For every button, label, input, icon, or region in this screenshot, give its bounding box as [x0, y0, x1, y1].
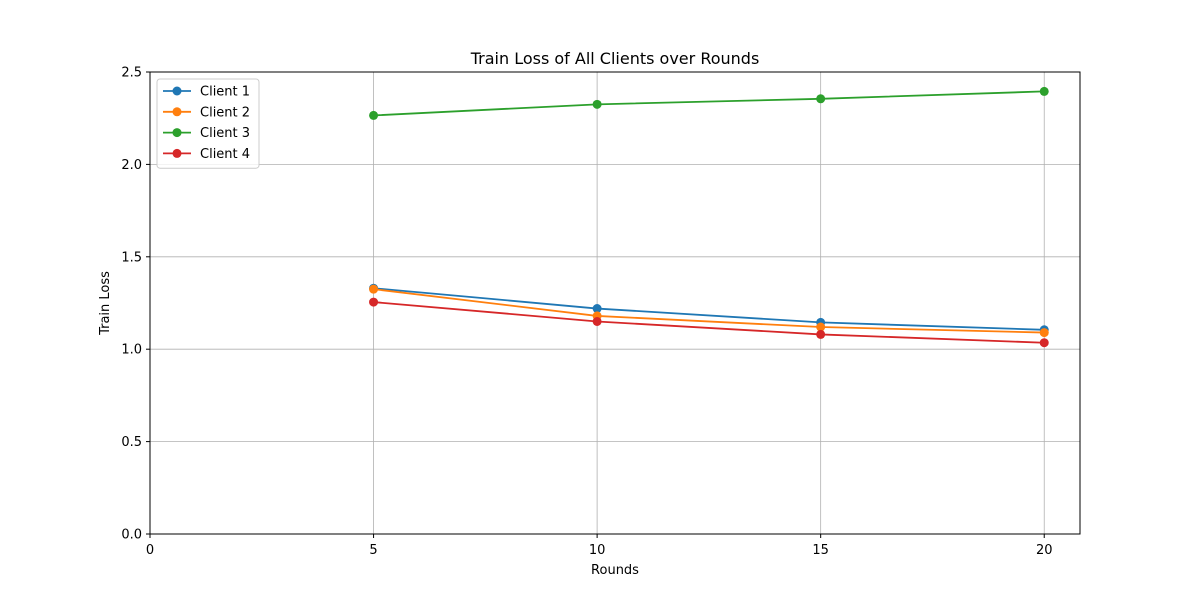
legend-marker — [172, 148, 182, 158]
data-point — [592, 304, 602, 314]
data-point — [1039, 328, 1049, 338]
legend-item: Client 1 — [163, 85, 250, 100]
data-point — [816, 322, 826, 332]
legend-marker — [172, 86, 182, 96]
legend-item: Client 2 — [163, 105, 250, 120]
series-layer — [369, 86, 1049, 348]
x-axis-label: Rounds — [591, 563, 639, 578]
chart-title: Train Loss of All Clients over Rounds — [470, 49, 760, 68]
y-tick-label: 2.5 — [121, 66, 142, 81]
legend-box — [156, 78, 260, 169]
y-tick-label: 0.0 — [121, 528, 142, 543]
data-point — [369, 110, 379, 120]
series-2 — [369, 284, 1049, 338]
data-point — [1039, 338, 1049, 348]
x-tick-label: 10 — [589, 543, 606, 558]
y-tick-label: 1.0 — [121, 343, 142, 358]
x-tick-label: 5 — [369, 543, 377, 558]
series-line — [373, 301, 1045, 344]
data-point — [816, 94, 826, 104]
series-line — [373, 287, 1045, 331]
axis-ticks: 0 5 10 15 20 0.0 0.5 1.0 1.5 2.0 2.5 — [121, 66, 1052, 559]
y-axis-label: Train Loss — [98, 271, 113, 336]
legend: Client 1 Client 2 Client 3 Client 4 — [156, 78, 260, 169]
series-line — [373, 90, 1045, 117]
data-point — [592, 99, 602, 109]
legend-marker — [172, 128, 182, 138]
data-point — [369, 284, 379, 294]
legend-item: Client 4 — [163, 147, 250, 162]
data-point — [592, 316, 602, 326]
series-4 — [369, 297, 1049, 348]
y-tick-label: 1.5 — [121, 250, 142, 265]
grid — [150, 72, 1080, 534]
legend-marker — [172, 107, 182, 117]
y-tick-label: 2.0 — [121, 158, 142, 173]
legend-label: Client 2 — [200, 105, 250, 120]
x-tick-label: 20 — [1036, 543, 1053, 558]
legend-label: Client 4 — [200, 147, 250, 162]
series-1 — [369, 283, 1049, 335]
x-tick-label: 15 — [812, 543, 829, 558]
legend-label: Client 1 — [200, 85, 250, 100]
data-point — [369, 297, 379, 307]
x-tick-label: 0 — [146, 543, 154, 558]
legend-item: Client 3 — [163, 126, 250, 141]
legend-label: Client 3 — [200, 126, 250, 141]
data-point — [816, 329, 826, 339]
data-point — [1039, 86, 1049, 96]
y-tick-label: 0.5 — [121, 435, 142, 450]
plot-frame — [149, 71, 1081, 535]
series-line — [373, 288, 1045, 334]
series-3 — [369, 86, 1049, 120]
